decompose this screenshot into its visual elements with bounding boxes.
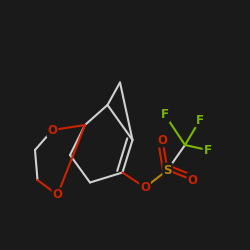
Text: O: O <box>52 188 62 202</box>
Text: F: F <box>204 144 212 156</box>
Text: O: O <box>140 181 150 194</box>
Text: F: F <box>161 108 169 122</box>
Text: O: O <box>188 174 198 186</box>
Text: S: S <box>163 164 172 176</box>
Text: O: O <box>48 124 58 136</box>
Text: O: O <box>158 134 168 146</box>
Text: F: F <box>196 114 204 126</box>
